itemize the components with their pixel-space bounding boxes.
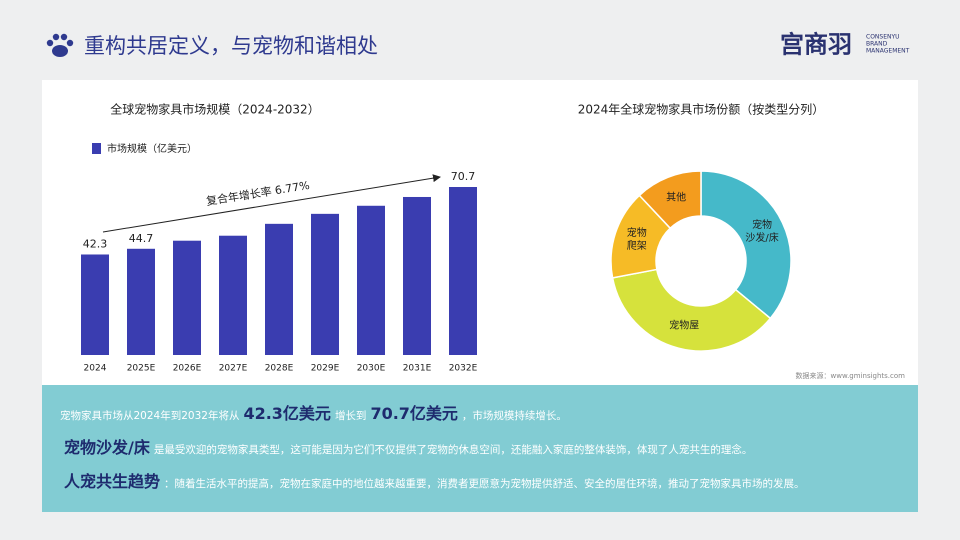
body-text: 增长到 [334, 410, 367, 422]
x-tick-label: 2029E [311, 364, 340, 374]
body-text: ，市场规模持续增长。 [461, 410, 567, 422]
x-tick-label: 2025E [127, 364, 156, 374]
highlight-text: 人宠共生趋势 [64, 472, 161, 491]
body-text: 是最受欢迎的宠物家具类型，这可能是因为它们不仅提供了宠物的休息空间，还能融入家庭… [153, 444, 753, 456]
legend-label: 市场规模（亿美元） [107, 142, 197, 155]
x-tick-label: 2032E [449, 364, 478, 374]
logo-sub: BRAND [866, 41, 888, 48]
bar [219, 235, 247, 355]
donut-slice [611, 268, 772, 352]
trend-arrow [102, 174, 441, 233]
slice-label: 其他 [666, 192, 687, 204]
body-text: ：随着生活水平的提高，宠物在家庭中的地位越来越重要，消费者更愿意为宠物提供舒适、… [164, 478, 805, 490]
x-tick-label: 2031E [403, 364, 432, 374]
bar [173, 240, 201, 355]
logo-sub: CONSENYU [866, 34, 900, 41]
x-tick-label: 2024 [84, 364, 107, 374]
summary-line: 人宠共生趋势 ：随着生活水平的提高，宠物在家庭中的地位越来越重要，消费者更愿意为宠… [60, 467, 918, 501]
value-label: 42.3 [83, 237, 108, 250]
page-title: 重构共居定义，与宠物和谐相处 [84, 34, 378, 58]
bar [357, 205, 385, 355]
x-tick-label: 2028E [265, 364, 294, 374]
slice-label: 宠物屋 [669, 320, 700, 332]
logo-sub: MANAGEMENT [866, 48, 910, 55]
slice-label: 宠物 沙发/床 [745, 220, 779, 245]
slice-label: 宠物 爬架 [626, 228, 647, 253]
source-note: 数据来源：www.gminsights.com [796, 371, 906, 380]
donut-slice [700, 170, 792, 320]
x-tick-label: 2027E [219, 364, 248, 374]
donut-slice [638, 170, 702, 230]
highlight-text: 宠物沙发/床 [64, 438, 150, 457]
bar [403, 196, 431, 355]
bar [265, 223, 293, 355]
paw-icon [46, 33, 74, 57]
bar [127, 248, 155, 355]
logo: 宫商羽 [780, 30, 852, 59]
x-tick-label: 2030E [357, 364, 386, 374]
bar [449, 187, 477, 355]
summary-panel: 宠物家具市场从2024年到2032年将从 42.3亿美元 增长到 70.7亿美元 ，市场… [42, 385, 918, 512]
legend-swatch [92, 143, 101, 154]
value-label: 44.7 [129, 232, 154, 245]
bar [311, 213, 339, 355]
summary-line: 宠物家具市场从2024年到2032年将从 42.3亿美元 增长到 70.7亿美元 ，市场… [60, 399, 918, 433]
bar [81, 254, 109, 355]
highlight-text: 42.3亿美元 [243, 404, 331, 423]
chart-title: 全球宠物家具市场规模（2024-2032） [110, 102, 319, 117]
summary-line: 宠物沙发/床 是最受欢迎的宠物家具类型，这可能是因为它们不仅提供了宠物的休息空间，… [60, 433, 918, 467]
x-tick-label: 2026E [173, 364, 202, 374]
highlight-text: 70.7亿美元 [370, 404, 458, 423]
body-text: 宠物家具市场从2024年到2032年将从 [60, 410, 240, 422]
chart-title: 2024年全球宠物家具市场份额（按类型分列） [578, 102, 825, 117]
value-label: 70.7 [451, 170, 476, 183]
